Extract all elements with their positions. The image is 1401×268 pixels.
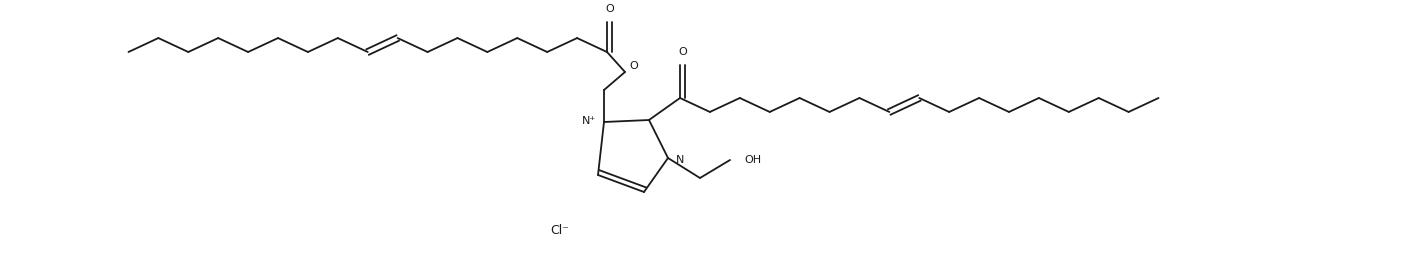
Text: Cl⁻: Cl⁻ xyxy=(551,224,569,236)
Text: N: N xyxy=(677,155,684,165)
Text: O: O xyxy=(629,61,637,71)
Text: OH: OH xyxy=(744,155,761,165)
Text: O: O xyxy=(678,47,688,57)
Text: O: O xyxy=(605,4,615,14)
Text: N⁺: N⁺ xyxy=(581,116,595,126)
